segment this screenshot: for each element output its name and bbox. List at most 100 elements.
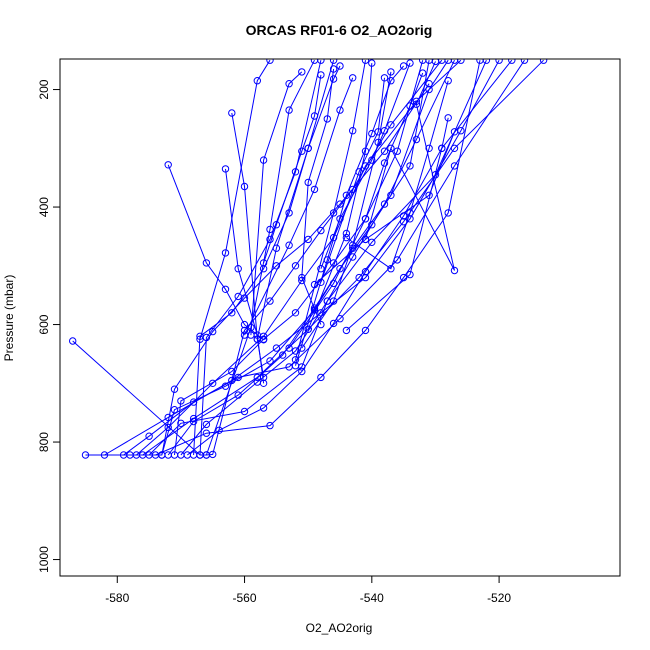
data-point <box>272 344 281 352</box>
data-point <box>317 226 325 235</box>
data-point <box>387 68 395 76</box>
data-point <box>406 59 414 67</box>
data-point <box>298 367 306 376</box>
series-line-14 <box>193 60 335 456</box>
data-point <box>444 209 452 217</box>
data-point <box>380 74 389 82</box>
data-point <box>361 268 370 276</box>
data-point <box>304 325 312 333</box>
data-point <box>228 109 236 117</box>
data-point <box>412 100 421 108</box>
data-point <box>317 71 325 79</box>
data-point <box>336 106 344 114</box>
series-line-13 <box>186 59 513 456</box>
data-point <box>387 121 395 129</box>
data-point <box>272 244 281 252</box>
x-tick-label: -540 <box>360 591 384 605</box>
data-point <box>419 69 427 77</box>
y-axis: 200 400 600 800 1000 <box>37 79 61 573</box>
data-point <box>170 406 179 414</box>
data-point <box>329 75 338 83</box>
data-point <box>444 114 452 122</box>
data-point <box>202 429 211 437</box>
series-line-12 <box>180 59 455 456</box>
series-line-34 <box>320 62 411 269</box>
data-point <box>285 241 293 249</box>
data-point <box>349 253 357 261</box>
data-point <box>387 144 395 153</box>
y-tick-label: 200 <box>37 79 51 99</box>
data-point <box>221 165 230 173</box>
data-point <box>221 382 230 390</box>
y-tick-label: 600 <box>37 314 51 334</box>
data-point <box>253 335 261 343</box>
series-line-11 <box>174 60 424 456</box>
series-line-21 <box>250 71 303 336</box>
data-point <box>387 265 395 273</box>
data-point <box>81 451 90 459</box>
x-tick-label: -520 <box>487 591 511 605</box>
data-point <box>380 200 389 208</box>
data-point <box>304 178 312 187</box>
data-point <box>259 404 268 412</box>
data-point <box>361 235 370 244</box>
data-point <box>368 59 376 67</box>
data-point <box>310 112 319 120</box>
data-point <box>240 320 249 329</box>
data-point <box>145 432 153 440</box>
series-line-1 <box>72 59 443 456</box>
data-point <box>317 320 325 329</box>
plot-frame <box>59 58 621 577</box>
x-tick-label: -580 <box>105 591 129 605</box>
data-point <box>291 362 300 370</box>
data-point <box>234 265 242 273</box>
data-point <box>266 59 274 64</box>
series-line-24 <box>307 63 373 330</box>
series-line-7 <box>148 59 487 456</box>
data-point <box>349 127 357 135</box>
data-point <box>361 326 370 335</box>
data-point <box>412 135 421 144</box>
series-line-29 <box>346 80 449 270</box>
data-point <box>177 419 185 427</box>
y-tick-label: 1000 <box>37 546 51 573</box>
data-point <box>279 351 287 359</box>
data-point <box>539 59 548 64</box>
series-line-31 <box>263 74 322 264</box>
data-point <box>329 65 338 73</box>
data-point <box>336 265 344 273</box>
data-point <box>342 326 351 335</box>
data-point <box>450 59 459 64</box>
data-point <box>221 249 230 257</box>
series-line-35 <box>365 61 455 271</box>
data-point <box>508 59 516 64</box>
data-point <box>444 77 452 85</box>
data-point <box>285 106 293 114</box>
data-point <box>298 273 306 282</box>
data-point <box>240 182 249 191</box>
series-line-2 <box>85 83 430 456</box>
series-line-20 <box>199 59 271 340</box>
data-point <box>368 129 376 138</box>
data-point <box>298 344 306 352</box>
y-axis-label: Pressure (mbar) <box>2 275 16 362</box>
data-point <box>368 156 376 164</box>
data-point <box>240 326 249 335</box>
data-point <box>69 337 77 345</box>
data-point <box>177 397 185 405</box>
data-point <box>336 215 344 223</box>
data-point <box>349 74 357 82</box>
data-point <box>393 147 401 155</box>
series-line-25 <box>320 77 385 283</box>
data-point <box>189 417 198 426</box>
series-line-16 <box>205 59 315 456</box>
data-point <box>234 292 242 301</box>
data-point <box>298 68 306 76</box>
data-point <box>431 59 440 66</box>
data-point <box>310 59 319 64</box>
data-point <box>164 413 172 422</box>
data-point <box>310 280 319 289</box>
data-point <box>317 373 325 382</box>
series-line-22 <box>256 65 341 340</box>
